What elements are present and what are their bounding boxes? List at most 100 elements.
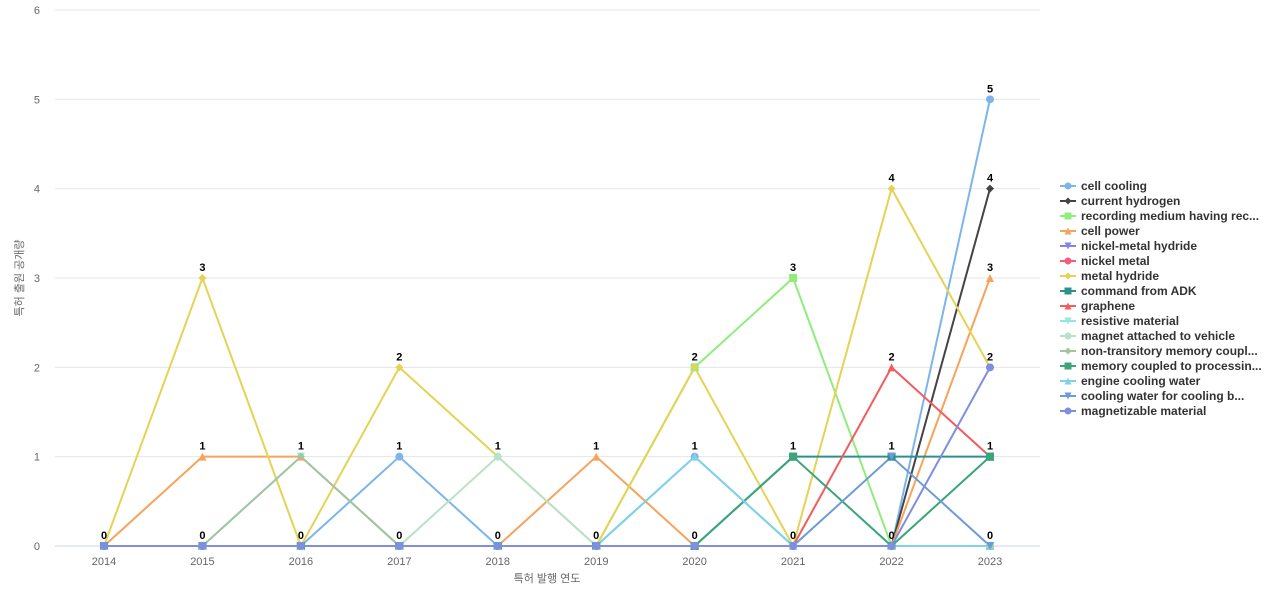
legend-item: non-transitory memory coupl... (1060, 344, 1258, 358)
legend-symbol (1064, 362, 1072, 370)
legend-symbol (1064, 272, 1072, 280)
data-label: 2 (987, 351, 993, 363)
data-label: 1 (888, 441, 894, 453)
data-label: 0 (199, 530, 205, 542)
data-label: 1 (298, 441, 304, 453)
series-line (104, 99, 991, 547)
data-label: 0 (593, 530, 599, 542)
legend-label: cell power (1081, 224, 1140, 238)
x-tick-label: 2014 (92, 556, 116, 568)
y-axis-title: 특허 출원 공개량 (13, 240, 26, 317)
marker (395, 363, 404, 372)
y-tick-label: 4 (34, 184, 40, 196)
data-label: 1 (692, 441, 698, 453)
x-tick-label: 2023 (978, 556, 1002, 568)
data-label: 4 (888, 173, 895, 185)
marker (198, 274, 207, 282)
y-tick-label: 6 (34, 5, 40, 17)
marker (198, 452, 207, 461)
data-label: 0 (692, 530, 698, 542)
legend-item: current hydrogen (1060, 194, 1180, 208)
data-label: 3 (199, 262, 205, 274)
y-tick-label: 1 (34, 452, 40, 464)
data-label: 3 (790, 262, 796, 274)
x-tick-label: 2021 (781, 556, 805, 568)
data-label: 2 (888, 351, 894, 363)
marker (690, 452, 699, 461)
legend-symbol (1064, 332, 1072, 340)
legend-label: non-transitory memory coupl... (1081, 344, 1258, 358)
y-tick-label: 0 (34, 541, 40, 553)
data-label: 0 (790, 530, 796, 542)
data-label: 1 (790, 441, 796, 453)
legend-item: graphene (1060, 299, 1135, 313)
legend-label: resistive material (1081, 314, 1179, 328)
legend-label: engine cooling water (1081, 374, 1201, 388)
legend-label: current hydrogen (1081, 194, 1180, 208)
marker (493, 542, 502, 550)
data-label: 3 (987, 262, 993, 274)
marker (887, 542, 896, 550)
legend-item: nickel-metal hydride (1060, 239, 1197, 253)
legend-item: metal hydride (1060, 269, 1159, 283)
data-label: 0 (298, 530, 304, 542)
marker (198, 542, 207, 550)
marker (690, 542, 699, 550)
legend-label: graphene (1081, 299, 1135, 313)
data-label: 4 (987, 173, 994, 185)
data-label: 1 (396, 441, 402, 453)
x-axis-title: 특허 발행 연도 (514, 572, 581, 585)
legend-symbol (1064, 257, 1072, 265)
legend-item: engine cooling water (1060, 374, 1201, 388)
legend-symbol (1064, 242, 1072, 250)
marker (887, 363, 896, 372)
legend-symbol (1064, 317, 1072, 325)
legend-item: cooling water for cooling b... (1060, 389, 1244, 403)
legend-symbol (1064, 392, 1072, 400)
legend-item: command from ADK (1060, 284, 1197, 298)
legend-item: recording medium having rec... (1060, 209, 1259, 223)
data-label: 0 (101, 530, 107, 542)
marker (887, 452, 896, 461)
data-label: 5 (987, 83, 993, 95)
marker (986, 542, 994, 550)
y-tick-label: 3 (34, 273, 40, 285)
marker (789, 542, 798, 550)
legend-label: cell cooling (1081, 179, 1147, 193)
legend-symbol (1064, 287, 1072, 295)
marker (296, 452, 305, 461)
legend-label: nickel metal (1081, 254, 1150, 268)
legend-symbol (1064, 197, 1072, 205)
legend-item: magnet attached to vehicle (1060, 329, 1235, 343)
legend-symbol (1064, 227, 1072, 235)
legend-symbol (1064, 377, 1072, 385)
marker (986, 274, 994, 282)
marker (789, 274, 798, 282)
legend-label: magnetizable material (1081, 404, 1206, 418)
legend-item: nickel metal (1060, 254, 1150, 268)
marker (690, 363, 699, 372)
legend-symbol (1064, 407, 1072, 415)
legend-label: magnet attached to vehicle (1081, 329, 1235, 343)
marker (592, 452, 601, 461)
marker (986, 95, 994, 104)
y-tick-label: 5 (34, 94, 40, 106)
legend-item: cell cooling (1060, 179, 1147, 193)
x-tick-label: 2022 (879, 556, 903, 568)
legend-symbol (1064, 347, 1072, 355)
data-label: 1 (987, 441, 993, 453)
legend-symbol (1064, 212, 1072, 220)
x-tick-label: 2020 (682, 556, 706, 568)
legend-label: metal hydride (1081, 269, 1159, 283)
legend-label: recording medium having rec... (1081, 209, 1259, 223)
legend-label: command from ADK (1081, 284, 1197, 298)
legend-label: cooling water for cooling b... (1081, 389, 1244, 403)
data-label: 1 (199, 441, 205, 453)
data-label: 2 (692, 351, 698, 363)
marker (100, 542, 108, 550)
data-label: 0 (987, 530, 993, 542)
data-label: 1 (593, 441, 599, 453)
marker (789, 452, 798, 461)
